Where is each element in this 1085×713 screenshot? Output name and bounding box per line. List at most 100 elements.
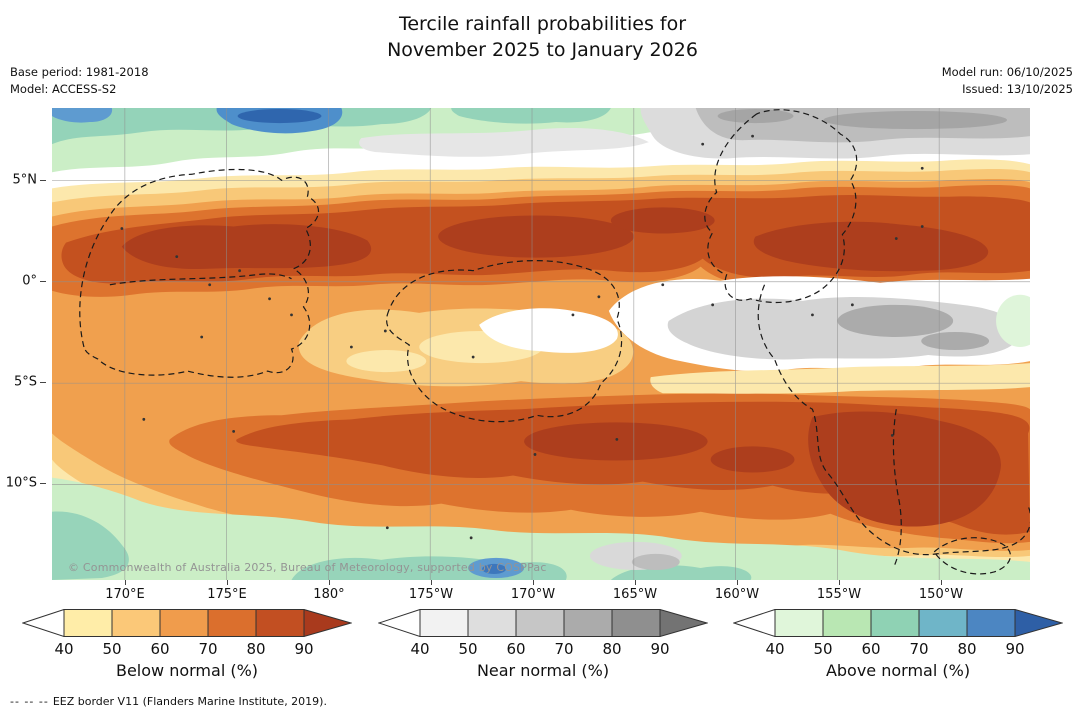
lon-label-170e: 170°E: [105, 587, 145, 602]
lon-tick: [124, 580, 126, 585]
lat-tick: [40, 280, 46, 282]
legend-tick-60: 60: [861, 640, 881, 658]
colorbar-cell: [563, 609, 613, 637]
lat-label-5n: 5°N: [12, 172, 38, 188]
lat-label-5s: 5°S: [13, 374, 37, 390]
colorbar-below-normal: [22, 609, 352, 637]
lon-label-175w: 175°W: [408, 587, 454, 602]
eez-footnote: -- -- -- EEZ border V11 (Flanders Marine …: [10, 695, 327, 708]
lat-label-0: 0°: [22, 273, 37, 289]
lon-tick: [328, 580, 330, 585]
lon-tick: [736, 580, 738, 585]
legend-tick-40: 40: [410, 640, 430, 658]
meta-right: Model run: 06/10/2025 Issued: 13/10/2025: [942, 64, 1073, 99]
map-copyright: © Commonwealth of Australia 2025, Bureau…: [68, 561, 547, 574]
legend-near-normal: 40 50 60 70 80 90 Near normal (%): [378, 609, 708, 680]
lon-label-150w: 150°W: [918, 587, 964, 602]
island-dots: [120, 134, 924, 540]
legend-below-normal: 40 50 60 70 80 90 Below normal (%): [22, 609, 352, 680]
lat-tick: [40, 483, 46, 484]
legend-above-normal-label: Above normal (%): [825, 661, 971, 680]
below-normal-southern-band: [236, 401, 1030, 535]
eez-footnote-text: EEZ border V11 (Flanders Marine Institut…: [52, 695, 327, 708]
legend-tick-90: 90: [650, 640, 670, 658]
model-text: Model: ACCESS-S2: [10, 82, 117, 97]
latitude-axis: 5°N 0° 5°S 10°S: [0, 108, 46, 580]
legend-near-normal-label: Near normal (%): [476, 661, 610, 680]
model-run-text: Model run: 06/10/2025: [941, 65, 1073, 79]
legend-tick-90: 90: [294, 640, 314, 658]
lon-label-170w: 170°W: [510, 587, 556, 602]
near-normal-top-band: [359, 108, 1030, 159]
lon-tick: [430, 580, 432, 585]
colorbar-svg: [22, 609, 352, 637]
lon-tick: [226, 580, 228, 585]
legend-tick-70: 70: [909, 640, 929, 658]
map-area: © Commonwealth of Australia 2025, Bureau…: [52, 108, 1030, 580]
lon-label-160w: 160°W: [714, 587, 760, 602]
legend-tick-50: 50: [102, 640, 122, 658]
legend-tick-40: 40: [54, 640, 74, 658]
colorbar-cell: [966, 609, 1016, 637]
title-line-2: November 2025 to January 2026: [387, 38, 698, 61]
legend-above-normal: 40 50 60 70 80 90 Above normal (%): [733, 609, 1063, 680]
colorbar-cell: [870, 609, 920, 637]
legend-tick-70: 70: [554, 640, 574, 658]
colorbar-left-arrow: [22, 609, 65, 637]
colorbar-cell: [111, 609, 161, 637]
near-normal-equatorial-patch: [479, 276, 1030, 394]
colorbar-cell: [207, 609, 257, 637]
lon-tick: [941, 580, 942, 585]
legend-tick-90: 90: [1005, 640, 1025, 658]
figure-title: Tercile rainfall probabilities for Novem…: [0, 12, 1085, 63]
colorbar-svg: [378, 609, 708, 637]
meta-left: Base period: 1981-2018 Model: ACCESS-S2: [10, 64, 149, 99]
legend-tick-50: 50: [813, 640, 833, 658]
legend-tick-70: 70: [198, 640, 218, 658]
title-line-1: Tercile rainfall probabilities for: [398, 13, 687, 35]
lon-tick: [634, 580, 636, 585]
legend-tick-40: 40: [765, 640, 785, 658]
colorbar-right-arrow: [303, 609, 352, 637]
longitude-axis: 170°E 175°E 180° 175°W 170°W 165°W 160°W…: [52, 580, 1030, 606]
colorbar-right-arrow: [1014, 609, 1063, 637]
rainfall-probability-map: [52, 108, 1030, 580]
lon-label-180: 180°: [313, 587, 345, 602]
lat-tick: [40, 381, 46, 383]
lat-tick: [40, 179, 46, 181]
colorbar-cell: [255, 609, 305, 637]
lat-label-10s: 10°S: [5, 475, 37, 491]
lon-tick: [838, 580, 840, 585]
legend-tick-60: 60: [506, 640, 526, 658]
colorbar-cell: [419, 609, 469, 637]
colorbar-near-normal-ticks: 40 50 60 70 80 90: [378, 640, 708, 660]
legend-tick-60: 60: [150, 640, 170, 658]
eez-borders: [79, 109, 1030, 575]
legend-below-normal-label: Below normal (%): [115, 661, 259, 680]
above-normal-bottom-band: [52, 477, 1030, 580]
legend-tick-80: 80: [957, 640, 977, 658]
colorbar-cell: [159, 609, 209, 637]
issued-text: Issued: 13/10/2025: [962, 82, 1073, 97]
colorbar-above-normal-ticks: 40 50 60 70 80 90: [733, 640, 1063, 660]
lon-label-165w: 165°W: [612, 587, 658, 602]
colorbar-svg: [733, 609, 1063, 637]
colorbar-cell: [774, 609, 824, 637]
colorbar-cell: [918, 609, 968, 637]
graticule: [52, 108, 1030, 580]
colorbar-cell: [611, 609, 661, 637]
colorbar-near-normal: [378, 609, 708, 637]
colorbar-below-normal-ticks: 40 50 60 70 80 90: [22, 640, 352, 660]
colorbar-above-normal: [733, 609, 1063, 637]
colorbar-cell: [63, 609, 113, 637]
lon-label-175e: 175°E: [207, 587, 247, 602]
legend-tick-50: 50: [458, 640, 478, 658]
colorbar-right-arrow: [659, 609, 708, 637]
colorbar-left-arrow: [378, 609, 421, 637]
lon-label-155w: 155°W: [816, 587, 862, 602]
lon-tick: [532, 580, 534, 585]
legend-tick-80: 80: [246, 640, 266, 658]
legend-tick-80: 80: [602, 640, 622, 658]
colorbar-left-arrow: [733, 609, 776, 637]
